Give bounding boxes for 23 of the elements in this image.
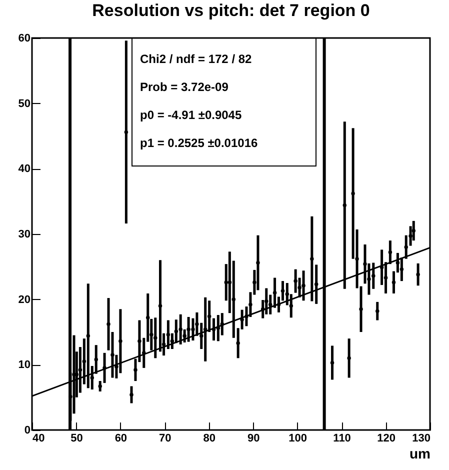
annotation: Prob = 3.72e-09: [140, 80, 229, 94]
x-tick-label: 80: [203, 432, 216, 444]
x-tick-label: 60: [114, 432, 128, 444]
y-tick-label: 30: [18, 228, 30, 240]
x-tick-label: 130: [412, 432, 430, 444]
annotation: p1 = 0.2525 ±0.01016: [140, 136, 258, 150]
x-tick-label: 50: [70, 432, 83, 444]
y-tick-label: 50: [18, 98, 30, 110]
x-tick-label: 70: [159, 432, 172, 444]
y-tick-label: 60: [18, 32, 30, 44]
x-tick-label: 100: [288, 432, 308, 444]
x-tick-label: 40: [32, 432, 45, 444]
annotation: p0 = -4.91 ±0.9045: [140, 108, 242, 122]
x-tick-label: 110: [333, 432, 351, 444]
annotation: Chi2 / ndf = 172 / 82: [140, 52, 252, 66]
x-axis-title: um: [410, 446, 430, 462]
y-tick-label: 10: [18, 359, 30, 372]
x-tick-label: 120: [377, 432, 396, 444]
x-tick-label: 90: [247, 432, 260, 444]
y-tick-label: 40: [18, 163, 30, 176]
chart-title: Resolution vs pitch: det 7 region 0: [92, 1, 370, 20]
y-tick-label: 20: [18, 294, 30, 306]
y-tick-label: 0: [24, 424, 30, 436]
